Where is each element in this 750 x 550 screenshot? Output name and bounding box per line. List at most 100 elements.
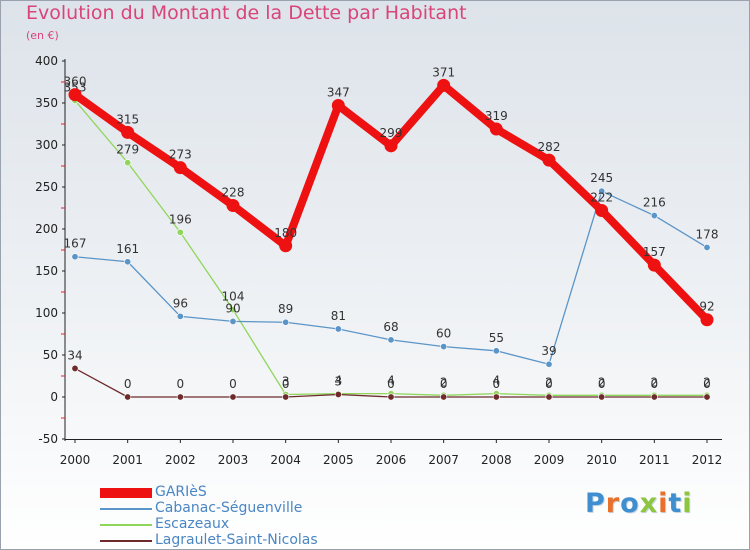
data-point-gari-s: [173, 161, 187, 175]
legend-swatch-escazeaux: [100, 524, 152, 526]
data-label-lagraulet-saint-nicolas: 0: [545, 377, 553, 391]
legend-swatch-rect: [100, 524, 152, 526]
y-tick-label: 100: [35, 306, 58, 320]
data-point-gari-s: [595, 204, 609, 218]
data-point-escazeaux: [124, 159, 132, 167]
data-label-cabanac-s-guenville: 55: [489, 331, 504, 345]
chart-subtitle: (en €): [26, 29, 59, 42]
data-label-cabanac-s-guenville: 60: [436, 327, 451, 341]
data-label-escazeaux: 2: [545, 375, 553, 389]
data-point-cabanac-s-guenville: [650, 212, 658, 220]
data-label-lagraulet-saint-nicolas: 0: [387, 377, 395, 391]
data-point-lagraulet-saint-nicolas: [492, 393, 500, 401]
data-point-escazeaux: [176, 228, 184, 236]
data-label-gari-s: 273: [169, 148, 192, 162]
data-label-lagraulet-saint-nicolas: 0: [598, 377, 606, 391]
logo-letter: o: [620, 488, 640, 519]
data-label-lagraulet-saint-nicolas: 3: [335, 374, 343, 388]
data-point-gari-s: [331, 99, 345, 113]
data-label-cabanac-s-guenville: 81: [331, 309, 346, 323]
data-label-gari-s: 360: [64, 75, 87, 89]
x-tick-label: 2002: [165, 453, 196, 467]
data-point-cabanac-s-guenville: [334, 325, 342, 333]
data-point-lagraulet-saint-nicolas: [229, 393, 237, 401]
x-tick-label: 2010: [586, 453, 617, 467]
data-label-escazeaux: 4: [387, 374, 395, 388]
legend-label-escazeaux: Escazeaux: [155, 516, 230, 532]
data-point-lagraulet-saint-nicolas: [703, 393, 711, 401]
legend-swatch-rect: [100, 488, 152, 498]
data-point-lagraulet-saint-nicolas: [176, 393, 184, 401]
logo-letter: i: [682, 488, 693, 519]
data-label-escazeaux: 4: [493, 374, 501, 388]
data-point-cabanac-s-guenville: [440, 343, 448, 351]
data-label-lagraulet-saint-nicolas: 0: [282, 377, 290, 391]
x-tick-label: 2012: [692, 453, 723, 467]
data-label-gari-s: 315: [116, 112, 139, 126]
data-point-gari-s: [437, 78, 451, 92]
data-point-lagraulet-saint-nicolas: [387, 393, 395, 401]
x-tick-label: 2006: [376, 453, 407, 467]
data-label-lagraulet-saint-nicolas: 0: [124, 377, 132, 391]
data-point-cabanac-s-guenville: [229, 317, 237, 325]
data-label-escazeaux: 196: [169, 212, 192, 226]
data-label-escazeaux: 104: [222, 290, 245, 304]
data-label-lagraulet-saint-nicolas: 0: [229, 377, 237, 391]
data-point-lagraulet-saint-nicolas: [650, 393, 658, 401]
data-label-cabanac-s-guenville: 178: [696, 227, 719, 241]
data-label-gari-s: 371: [432, 65, 455, 79]
legend-swatch-cabanac-seguenville: [100, 508, 152, 510]
y-tick-label: 200: [35, 222, 58, 236]
data-point-gari-s: [700, 313, 714, 327]
data-label-cabanac-s-guenville: 68: [383, 320, 398, 334]
data-label-gari-s: 157: [643, 245, 666, 259]
data-label-lagraulet-saint-nicolas: 0: [703, 377, 711, 391]
data-label-cabanac-s-guenville: 90: [225, 301, 240, 315]
data-label-gari-s: 92: [699, 300, 714, 314]
y-tick-label: 400: [35, 54, 58, 68]
data-point-cabanac-s-guenville: [176, 312, 184, 320]
x-tick-label: 2000: [60, 453, 91, 467]
x-tick-label: 2011: [639, 453, 670, 467]
data-label-lagraulet-saint-nicolas: 0: [440, 377, 448, 391]
data-point-lagraulet-saint-nicolas: [334, 390, 342, 398]
data-label-gari-s: 222: [590, 191, 613, 205]
data-point-lagraulet-saint-nicolas: [71, 364, 79, 372]
data-point-gari-s: [279, 239, 293, 253]
data-point-gari-s: [68, 88, 82, 102]
data-label-cabanac-s-guenville: 161: [116, 242, 139, 256]
y-tick-label: 0: [50, 390, 58, 404]
data-point-lagraulet-saint-nicolas: [124, 393, 132, 401]
legend-label-cabanac-seguenville: Cabanac-Séguenville: [155, 500, 303, 516]
data-point-cabanac-s-guenville: [703, 243, 711, 251]
data-label-gari-s: 282: [538, 140, 561, 154]
x-tick-label: 2008: [481, 453, 512, 467]
data-label-lagraulet-saint-nicolas: 0: [493, 377, 501, 391]
data-label-gari-s: 319: [485, 109, 508, 123]
x-tick-label: 2009: [534, 453, 565, 467]
y-tick-label: 300: [35, 138, 58, 152]
x-tick-label: 2003: [218, 453, 249, 467]
data-point-gari-s: [121, 125, 135, 139]
chart-title: Evolution du Montant de la Dette par Hab…: [26, 2, 467, 24]
data-label-cabanac-s-guenville: 167: [64, 237, 87, 251]
data-label-escazeaux: 2: [703, 375, 711, 389]
data-label-lagraulet-saint-nicolas: 0: [651, 377, 659, 391]
data-point-gari-s: [226, 198, 240, 212]
logo-letter: P: [585, 488, 606, 519]
x-tick-label: 2001: [112, 453, 143, 467]
legend-swatch-rect: [100, 508, 152, 510]
data-point-escazeaux: [229, 306, 237, 314]
data-label-cabanac-s-guenville: 216: [643, 196, 666, 210]
data-label-escazeaux: 353: [64, 80, 87, 94]
data-point-lagraulet-saint-nicolas: [598, 393, 606, 401]
legend-swatch-garies: [100, 488, 152, 498]
data-label-escazeaux: 3: [282, 374, 290, 388]
data-point-cabanac-s-guenville: [387, 336, 395, 344]
x-tick-label: 2007: [428, 453, 459, 467]
data-label-cabanac-s-guenville: 245: [590, 171, 613, 185]
data-label-gari-s: 180: [274, 226, 297, 240]
data-point-cabanac-s-guenville: [545, 360, 553, 368]
data-label-escazeaux: 2: [651, 375, 659, 389]
data-label-cabanac-s-guenville: 89: [278, 302, 293, 316]
